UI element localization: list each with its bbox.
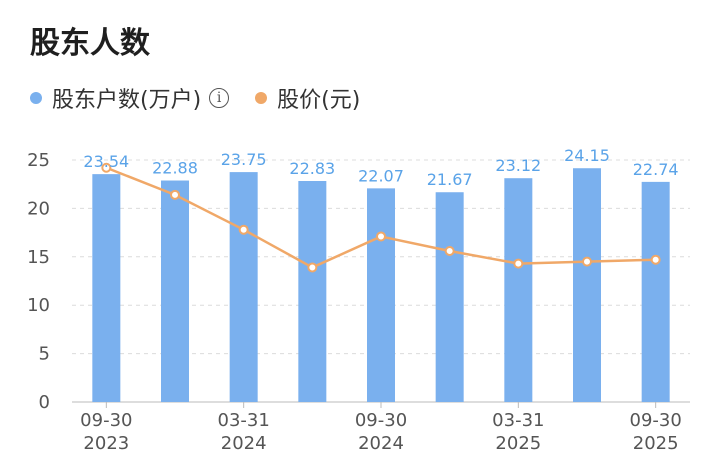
y-tick-label: 0 bbox=[39, 392, 50, 413]
chart-title: 股东人数 bbox=[30, 26, 150, 61]
info-icon[interactable]: i bbox=[209, 88, 230, 108]
price-point bbox=[582, 256, 592, 267]
legend-label-price: 股价(元) bbox=[277, 88, 361, 113]
x-tick-label: 09-30 bbox=[355, 410, 407, 431]
bar bbox=[229, 172, 258, 402]
x-tick-label: 2023 bbox=[83, 433, 129, 454]
price-point bbox=[238, 224, 249, 235]
bar bbox=[92, 174, 121, 402]
bar-data-label: 23.75 bbox=[221, 150, 267, 169]
bar bbox=[367, 188, 395, 402]
bar-data-label: 24.15 bbox=[564, 146, 610, 165]
legend-item-price[interactable]: 股价(元) bbox=[255, 82, 360, 114]
legend-dot-price bbox=[255, 92, 268, 104]
bar bbox=[504, 178, 533, 402]
price-point bbox=[101, 162, 112, 173]
x-tick-label: 2024 bbox=[221, 433, 267, 454]
bar bbox=[435, 192, 464, 402]
legend: 股东户数(万户) i 股价(元) bbox=[30, 82, 386, 114]
x-tick-label: 03-31 bbox=[218, 410, 270, 431]
x-tick-label: 09-30 bbox=[80, 410, 132, 431]
price-point bbox=[170, 189, 180, 200]
price-point bbox=[444, 245, 455, 256]
bar-data-label: 22.83 bbox=[289, 159, 335, 178]
x-tick-label: 2025 bbox=[633, 433, 679, 454]
price-point bbox=[307, 262, 318, 273]
y-tick-label: 25 bbox=[27, 150, 50, 171]
price-point bbox=[650, 254, 661, 265]
price-point bbox=[376, 231, 386, 242]
bar-data-label: 23.12 bbox=[495, 156, 541, 175]
bar-data-label: 22.74 bbox=[633, 160, 679, 179]
bar bbox=[641, 181, 670, 402]
bar-data-label: 23.54 bbox=[83, 152, 129, 171]
y-tick-label: 20 bbox=[27, 198, 50, 219]
bar-data-label: 22.88 bbox=[152, 159, 198, 178]
x-tick-label: 09-30 bbox=[630, 410, 682, 431]
y-tick-label: 15 bbox=[27, 247, 50, 268]
bar bbox=[573, 168, 601, 402]
legend-dot-shareholders bbox=[30, 92, 42, 104]
legend-label-shareholders: 股东户数(万户) bbox=[52, 88, 202, 113]
y-tick-label: 10 bbox=[27, 295, 50, 316]
bar-data-label: 21.67 bbox=[427, 170, 473, 189]
y-tick-label: 5 bbox=[39, 344, 50, 365]
x-tick-label: 03-31 bbox=[492, 410, 544, 431]
price-point bbox=[513, 258, 524, 269]
bar bbox=[298, 181, 327, 402]
legend-item-shareholders[interactable]: 股东户数(万户) i bbox=[30, 82, 230, 114]
bar-data-label: 22.07 bbox=[358, 166, 404, 185]
bar bbox=[161, 180, 189, 402]
x-tick-label: 2025 bbox=[495, 433, 541, 454]
x-tick-label: 2024 bbox=[358, 433, 404, 454]
